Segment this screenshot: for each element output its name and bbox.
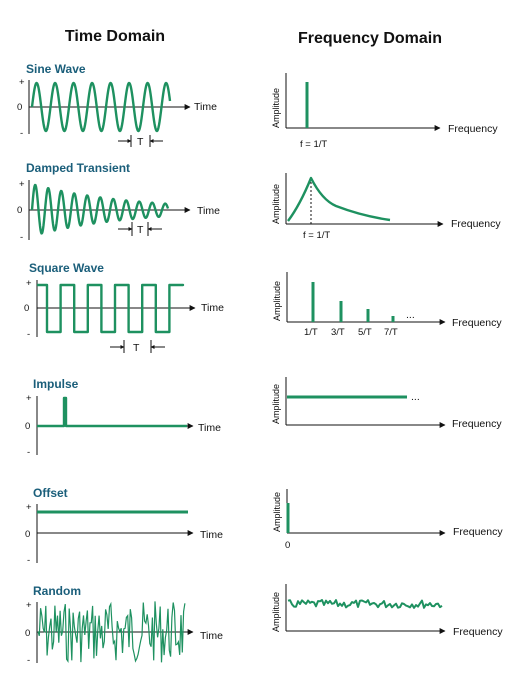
zero-label: 0	[17, 205, 22, 216]
time-label: Time	[200, 630, 223, 642]
period-marker: T	[110, 340, 165, 354]
row-title-offset: Offset	[33, 486, 68, 500]
row-square-wave: Square Wave + 0 - Time T Amplitude Frequ…	[24, 261, 502, 354]
zero-label: 0	[25, 628, 30, 639]
frequency-label: Frequency	[453, 626, 503, 638]
amplitude-label: Amplitude	[271, 592, 281, 632]
amplitude-label: Amplitude	[271, 184, 281, 224]
time-label: Time	[197, 205, 220, 217]
harmonic-5-label: 5/T	[358, 327, 372, 338]
damped-spectrum-curve	[287, 176, 391, 222]
row-title-impulse: Impulse	[33, 377, 79, 391]
sine-wave-signal	[30, 81, 172, 133]
frequency-label: Frequency	[453, 526, 503, 538]
zero-label: 0	[24, 303, 29, 314]
minus-label: -	[20, 232, 23, 243]
harmonic-7-label: 7/T	[384, 327, 398, 338]
zero-label: 0	[25, 421, 30, 432]
impulse-signal	[37, 396, 187, 428]
period-label: T	[137, 224, 144, 236]
fundamental-frequency-label: f = 1/T	[300, 139, 327, 150]
period-label: T	[137, 136, 144, 148]
damped-transient-signal	[30, 183, 170, 235]
time-label: Time	[200, 529, 223, 541]
period-label: T	[133, 342, 140, 354]
minus-label: -	[27, 555, 30, 566]
row-random: Random + 0 - Time Amplitude Frequency	[25, 584, 503, 666]
plus-label: +	[26, 502, 32, 513]
plus-label: +	[26, 600, 32, 611]
time-label: Time	[201, 302, 224, 314]
frequency-domain-header: Frequency Domain	[298, 30, 442, 47]
frequency-label: Frequency	[448, 123, 498, 135]
plus-label: +	[19, 179, 25, 190]
period-marker: T	[118, 222, 162, 236]
plus-label: +	[26, 278, 32, 289]
dc-frequency-label: 0	[285, 540, 290, 551]
row-title-random: Random	[33, 584, 81, 598]
peak-frequency-label: f = 1/T	[303, 230, 330, 241]
amplitude-label: Amplitude	[272, 281, 282, 321]
amplitude-label: Amplitude	[271, 384, 281, 424]
ellipsis-label: ...	[411, 391, 420, 403]
row-sine-wave: Sine Wave + 0 - Time T Amplitude Frequen…	[17, 62, 498, 150]
plus-label: +	[26, 393, 32, 404]
minus-label: -	[27, 447, 30, 458]
period-marker: T	[118, 135, 163, 148]
minus-label: -	[27, 655, 30, 666]
plus-label: +	[19, 77, 25, 88]
random-noise-signal	[37, 601, 186, 663]
row-title-damped-transient: Damped Transient	[26, 161, 130, 175]
frequency-label: Frequency	[451, 218, 501, 230]
amplitude-label: Amplitude	[272, 492, 282, 532]
time-label: Time	[194, 101, 217, 113]
frequency-label: Frequency	[452, 317, 502, 329]
row-title-sine-wave: Sine Wave	[26, 62, 86, 76]
row-damped-transient: Damped Transient + 0 - Time T Amplitude …	[17, 161, 501, 243]
square-wave-signal	[37, 283, 185, 334]
zero-label: 0	[17, 102, 22, 113]
harmonic-3-label: 3/T	[331, 327, 345, 338]
amplitude-label: Amplitude	[271, 88, 281, 128]
frequency-label: Frequency	[452, 418, 502, 430]
time-domain-header: Time Domain	[65, 28, 165, 45]
minus-label: -	[20, 128, 23, 139]
time-label: Time	[198, 422, 221, 434]
row-title-square-wave: Square Wave	[29, 261, 104, 275]
row-impulse: Impulse + 0 - Time Amplitude Frequency .…	[25, 377, 502, 458]
zero-label: 0	[25, 529, 30, 540]
ellipsis-label: ...	[406, 309, 415, 321]
harmonic-1-label: 1/T	[304, 327, 318, 338]
random-spectrum-curve	[287, 599, 443, 609]
row-offset: Offset + 0 - Time Amplitude Frequency 0	[25, 486, 503, 566]
minus-label: -	[27, 329, 30, 340]
